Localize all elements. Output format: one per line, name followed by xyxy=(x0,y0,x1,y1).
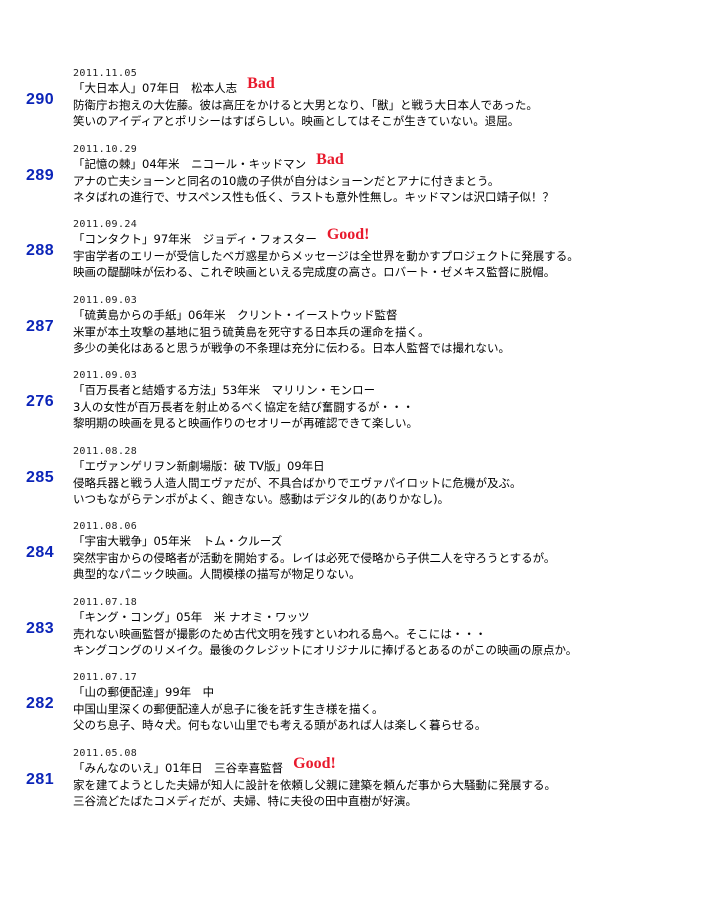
entry-comment: 映画の醍醐味が伝わる、これぞ映画といえる完成度の高さ。ロバート・ゼメキス監督に脱… xyxy=(73,265,556,279)
entry-synopsis: 宇宙学者のエリーが受信したベガ惑星からメッセージは全世界を動かすプロジェクトに発… xyxy=(73,249,579,263)
entry-date: 2011.07.18 xyxy=(73,596,138,608)
rating-badge: Good! xyxy=(326,226,370,243)
entry-date: 2011.08.06 xyxy=(73,521,138,532)
rating-badge: Good! xyxy=(293,754,336,772)
entry-title-line: 「記憶の棘」04年米 ニコール・キッドマン Bad xyxy=(73,151,713,173)
entry-title: 「百万長者と結婚する方法」53年米 マリリン・モンロー xyxy=(73,383,376,397)
entry-title-line: 「みんなのいえ」01年日 三谷幸喜監督 Good! xyxy=(73,755,713,777)
rating-badge: Bad xyxy=(247,75,275,92)
entry-number: 284 xyxy=(26,544,55,561)
entry-body: 2011.09.03 「百万長者と結婚する方法」53年米 マリリン・モンロー 3… xyxy=(73,370,713,431)
entry-date: 2011.07.17 xyxy=(73,672,138,683)
entry-title-line: 「百万長者と結婚する方法」53年米 マリリン・モンロー xyxy=(73,383,713,399)
entry-title-line: 「山の郵便配達」99年 中 xyxy=(73,685,713,701)
entry-date: 2011.09.24 xyxy=(73,219,138,230)
entry-comment: いつもながらテンポがよく、飽きない。感動はデジタル的(ありかなし)。 xyxy=(73,491,450,506)
entry-body: 2011.11.05 「大日本人」07年日 松本人志 Bad 防衛庁お抱えの大佐藤… xyxy=(73,68,713,129)
entry-body: 2011.09.03 「硫黄島からの手紙」06年米 クリント・イーストウッド監督… xyxy=(73,295,713,356)
entry-comment: ネタばれの進行で、サスペンス性も低く、ラストも意外性無し。キッドマンは沢口靖子似… xyxy=(73,189,555,204)
entry-synopsis: 売れない映画監督が撮影のため古代文明を残すといわれる島へ。そこには・・・ xyxy=(73,626,487,641)
review-entry: 281 2011.05.08 「みんなのいえ」01年日 三谷幸喜監督 Good! … xyxy=(0,748,720,824)
entry-title: 「硫黄島からの手紙」06年米 クリント・イーストウッド監督 xyxy=(73,307,398,322)
entry-number: 290 xyxy=(26,91,55,108)
entry-number: 276 xyxy=(26,393,55,410)
entry-date: 2011.08.28 xyxy=(73,445,138,457)
entry-date: 2011.05.08 xyxy=(73,747,138,759)
review-entry: 284 2011.08.06 「宇宙大戦争」05年米 トム・クルーズ 突然宇宙か… xyxy=(0,521,720,597)
entry-comment: 黎明期の映画を見ると映画作りのセオリーが再確認できて楽しい。 xyxy=(73,416,418,430)
entry-number: 285 xyxy=(26,468,55,486)
review-entry: 290 2011.11.05 「大日本人」07年日 松本人志 Bad 防衛庁お抱え… xyxy=(0,68,720,144)
entry-title-line: 「コンタクト」97年米 ジョディ・フォスター Good! xyxy=(73,227,713,248)
review-entry: 289 2011.10.29 「記憶の棘」04年米 ニコール・キッドマン Bad … xyxy=(0,144,720,220)
entry-comment: 笑いのアイディアとポリシーはすばらしい。映画としてはそこが生きていない。退屈。 xyxy=(73,114,520,128)
review-entry: 285 2011.08.28 「エヴァンゲリヲン新劇場版：破 TV版」09年日 … xyxy=(0,446,720,522)
entry-body: 2011.07.17 「山の郵便配達」99年 中 中国山里深くの郵便配達人が息子… xyxy=(73,672,713,733)
review-entry: 276 2011.09.03 「百万長者と結婚する方法」53年米 マリリン・モン… xyxy=(0,370,720,446)
entry-title: 「コンタクト」97年米 ジョディ・フォスター xyxy=(73,232,317,246)
review-entry: 283 2011.07.18 「キング・コング」05年 米 ナオミ・ワッツ 売れ… xyxy=(0,597,720,673)
entry-title: 「宇宙大戦争」05年米 トム・クルーズ xyxy=(73,534,283,548)
entry-number: 282 xyxy=(26,695,55,712)
entry-title-line: 「エヴァンゲリヲン新劇場版：破 TV版」09年日 xyxy=(73,459,713,475)
entry-title: 「キング・コング」05年 米 ナオミ・ワッツ xyxy=(73,609,310,624)
entry-title: 「記憶の棘」04年米 ニコール・キッドマン xyxy=(73,156,307,171)
entry-body: 2011.05.08 「みんなのいえ」01年日 三谷幸喜監督 Good! 家を建て… xyxy=(73,748,713,809)
entry-title-line: 「大日本人」07年日 松本人志 Bad xyxy=(73,76,713,97)
entry-title-line: 「硫黄島からの手紙」06年米 クリント・イーストウッド監督 xyxy=(73,308,713,324)
entry-synopsis: 突然宇宙からの侵略者が活動を開始する。レイは必死で侵略から子供二人を守ろうとする… xyxy=(73,551,556,565)
entry-comment: キングコングのリメイク。最後のクレジットにオリジナルに捧げるとあるのがこの映画の… xyxy=(73,642,578,657)
entry-title: 「山の郵便配達」99年 中 xyxy=(73,685,215,699)
entry-comment: 三谷流どたばたコメディだが、夫婦、特に夫役の田中直樹が好演。 xyxy=(73,793,417,808)
entry-title-line: 「宇宙大戦争」05年米 トム・クルーズ xyxy=(73,534,713,550)
entry-synopsis: アナの亡夫ショーンと同名の10歳の子供が自分はショーンだとアナに付きまとう。 xyxy=(73,173,500,188)
entry-title-line: 「キング・コング」05年 米 ナオミ・ワッツ xyxy=(73,610,713,626)
entry-title: 「みんなのいえ」01年日 三谷幸喜監督 xyxy=(73,760,284,775)
entry-date: 2011.11.05 xyxy=(73,68,138,79)
entry-comment: 典型的なパニック映画。人間模様の描写が物足りない。 xyxy=(73,567,361,581)
entry-comment: 父のち息子、時々犬。何もない山里でも考える頭があれば人は楽しく暮らせる。 xyxy=(73,718,487,732)
entry-synopsis: 中国山里深くの郵便配達人が息子に後を託す生き様を描く。 xyxy=(73,702,384,716)
entry-number: 288 xyxy=(26,242,55,259)
entry-date: 2011.10.29 xyxy=(73,143,138,155)
review-entry: 282 2011.07.17 「山の郵便配達」99年 中 中国山里深くの郵便配達… xyxy=(0,672,720,748)
entry-number: 281 xyxy=(26,770,55,788)
entry-synopsis: 3人の女性が百万長者を射止めるべく協定を結び奮闘するが・・・ xyxy=(73,400,414,414)
entry-body: 2011.08.06 「宇宙大戦争」05年米 トム・クルーズ 突然宇宙からの侵略… xyxy=(73,521,713,582)
entry-date: 2011.09.03 xyxy=(73,370,138,381)
entry-body: 2011.08.28 「エヴァンゲリヲン新劇場版：破 TV版」09年日 侵略兵器… xyxy=(73,446,713,507)
entry-synopsis: 家を建てようとした夫婦が知人に設計を依頼し父親に建築を頼んだ事から大騒動に発展す… xyxy=(73,777,556,792)
entry-number: 287 xyxy=(26,317,55,335)
entry-body: 2011.09.24 「コンタクト」97年米 ジョディ・フォスター Good! 宇… xyxy=(73,219,713,280)
entry-synopsis: 防衛庁お抱えの大佐藤。彼は高圧をかけると大男となり、「獣」と戦う大日本人であった… xyxy=(73,98,538,112)
movie-review-list: 290 2011.11.05 「大日本人」07年日 松本人志 Bad 防衛庁お抱え… xyxy=(0,68,720,823)
entry-date: 2011.09.03 xyxy=(73,294,138,306)
review-entry: 287 2011.09.03 「硫黄島からの手紙」06年米 クリント・イーストウ… xyxy=(0,295,720,371)
entry-title: 「エヴァンゲリヲン新劇場版：破 TV版」09年日 xyxy=(73,458,325,473)
entry-body: 2011.07.18 「キング・コング」05年 米 ナオミ・ワッツ 売れない映画… xyxy=(73,597,713,658)
entry-title: 「大日本人」07年日 松本人志 xyxy=(73,81,238,95)
entry-synopsis: 侵略兵器と戦う人造人間エヴァだが、不具合ばかりでエヴァパイロットに危機が及ぶ。 xyxy=(73,475,522,490)
review-entry: 288 2011.09.24 「コンタクト」97年米 ジョディ・フォスター Goo… xyxy=(0,219,720,295)
entry-number: 289 xyxy=(26,166,55,184)
entry-comment: 多少の美化はあると思うが戦争の不条理は充分に伝わる。日本人監督では撮れない。 xyxy=(73,340,510,355)
entry-body: 2011.10.29 「記憶の棘」04年米 ニコール・キッドマン Bad アナの亡… xyxy=(73,144,713,205)
entry-number: 283 xyxy=(26,619,55,637)
rating-badge: Bad xyxy=(316,150,344,168)
entry-synopsis: 米軍が本土攻撃の基地に狙う硫黄島を死守する日本兵の運命を描く。 xyxy=(73,324,430,339)
